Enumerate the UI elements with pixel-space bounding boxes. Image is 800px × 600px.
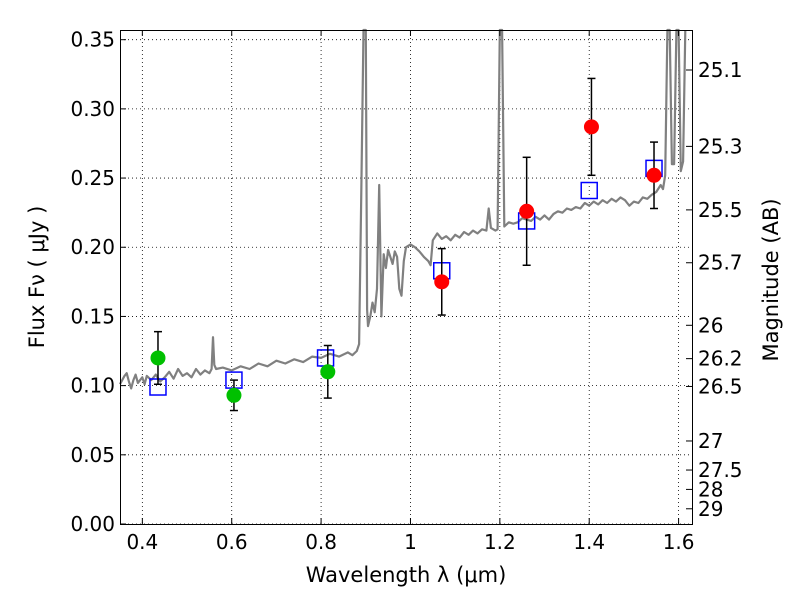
- y-tick-label: 0.25: [70, 166, 115, 190]
- x-tick-label: 1.6: [663, 530, 695, 554]
- observed-point-red: [583, 119, 599, 135]
- magnitude-tick-label: 25.7: [698, 251, 743, 275]
- magnitude-tick-label: 25.3: [698, 134, 743, 158]
- observed-point-red: [434, 274, 450, 290]
- magnitude-tick-label: 25.5: [698, 198, 743, 222]
- grid-lines: [120, 30, 692, 525]
- plot-frame: [120, 30, 693, 525]
- model-photometry-square: [580, 181, 598, 200]
- x-tick-label: 0.4: [126, 530, 158, 554]
- x-tick-label: 0.8: [305, 530, 337, 554]
- magnitude-tick-label: 26.5: [698, 374, 743, 398]
- x-tick-label: 1: [404, 530, 417, 554]
- y-axis-label: Flux Fν ( μJy ): [25, 206, 49, 349]
- observed-point-green: [320, 364, 336, 380]
- spectrum-series: [119, 28, 687, 390]
- y-tick-label: 0.20: [70, 235, 115, 259]
- magnitude-tick-label: 28: [698, 477, 723, 501]
- magnitude-tick-label: 25.1: [698, 58, 743, 82]
- x-tick-label: 0.6: [216, 530, 248, 554]
- x-axis-ticks: 0.4 0.6 0.8 1 1.2 1.4 1.6: [126, 30, 695, 554]
- y-axis-ticks: 0.00 0.05 0.10 0.15 0.20 0.25 0.30 0.35: [70, 28, 126, 536]
- magnitude-tick-label: 29: [698, 497, 723, 521]
- x-tick-label: 1.2: [484, 530, 516, 554]
- y-tick-label: 0.00: [70, 512, 115, 536]
- photometry-markers: [149, 77, 663, 412]
- magnitude-tick-label: 27.5: [698, 458, 743, 482]
- y-tick-label: 0.35: [70, 28, 115, 52]
- magnitude-tick-label: 26.2: [698, 347, 743, 371]
- observed-point-green: [150, 350, 166, 366]
- y-tick-label: 0.05: [70, 443, 115, 467]
- y-tick-label: 0.15: [70, 304, 115, 328]
- y-tick-label: 0.30: [70, 97, 115, 121]
- magnitude-tick-label: 27: [698, 429, 723, 453]
- x-axis-label: Wavelength λ (μm): [306, 563, 507, 587]
- magnitude-tick-label: 26: [698, 313, 723, 337]
- y-tick-label: 0.10: [70, 374, 115, 398]
- observed-point-green: [226, 387, 242, 403]
- x-tick-label: 1.4: [573, 530, 605, 554]
- magnitude-axis-label: Magnitude (AB): [759, 198, 783, 361]
- observed-point-red: [646, 167, 662, 183]
- spectrum-line: [119, 28, 687, 390]
- observed-point-red: [519, 203, 535, 219]
